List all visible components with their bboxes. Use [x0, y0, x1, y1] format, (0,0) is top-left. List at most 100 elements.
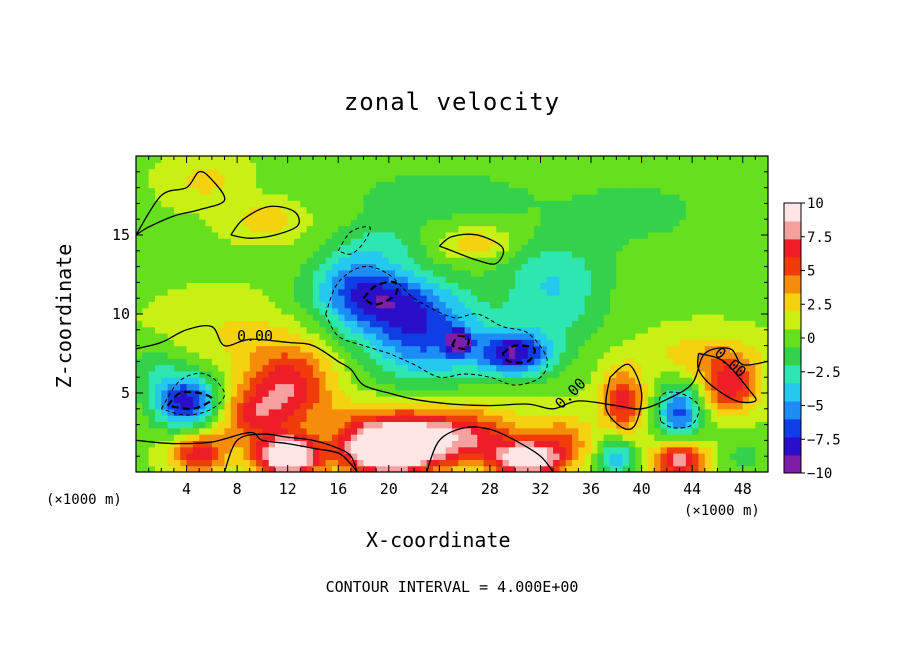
heatmap-cell — [445, 320, 453, 328]
heatmap-cell — [742, 332, 750, 340]
heatmap-cell — [761, 377, 768, 385]
heatmap-cell — [287, 187, 295, 195]
heatmap-cell — [357, 370, 365, 378]
heatmap-cell — [578, 225, 586, 233]
heatmap-cell — [540, 465, 548, 472]
heatmap-cell — [192, 181, 200, 189]
heatmap-cell — [433, 168, 440, 176]
contour-interval-note: CONTOUR INTERVAL = 4.000E+00 — [325, 578, 579, 596]
heatmap-cell — [521, 314, 529, 321]
heatmap-cell — [426, 465, 434, 472]
heatmap-cell — [616, 396, 624, 404]
heatmap-cell — [433, 434, 440, 441]
heatmap-cell — [628, 434, 636, 441]
heatmap-cell — [565, 389, 573, 397]
heatmap-cell — [369, 332, 377, 340]
heatmap-cell — [167, 174, 175, 182]
heatmap-cell — [325, 200, 333, 208]
heatmap-cell — [458, 459, 466, 467]
heatmap-cell — [433, 206, 440, 214]
heatmap-cell — [243, 446, 251, 454]
heatmap-cell — [237, 231, 245, 239]
heatmap-cell — [186, 332, 194, 340]
heatmap-cell — [167, 231, 175, 239]
heatmap-cell — [275, 358, 282, 366]
heatmap-cell — [331, 434, 339, 441]
heatmap-cell — [565, 421, 573, 429]
heatmap-cell — [597, 181, 605, 189]
heatmap-cell — [275, 307, 282, 315]
heatmap-cell — [489, 453, 497, 460]
heatmap-cell — [306, 156, 314, 163]
heatmap-cell — [559, 453, 567, 460]
heatmap-cell — [761, 282, 768, 290]
heatmap-cell — [489, 301, 497, 309]
heatmap-cell — [420, 408, 428, 416]
heatmap-cell — [300, 156, 308, 163]
heatmap-cell — [641, 364, 649, 372]
heatmap-cell — [376, 181, 384, 189]
heatmap-cell — [679, 408, 687, 416]
heatmap-cell — [237, 206, 245, 214]
heatmap-cell — [559, 434, 567, 441]
heatmap-cell — [275, 181, 282, 189]
heatmap-cell — [369, 339, 377, 347]
heatmap-cell — [515, 396, 523, 404]
heatmap-cell — [344, 459, 352, 467]
heatmap-cell — [622, 383, 630, 391]
heatmap-cell — [654, 231, 662, 239]
heatmap-cell — [578, 168, 586, 176]
heatmap-cell — [407, 187, 415, 195]
heatmap-cell — [540, 345, 548, 353]
heatmap-cell — [344, 364, 352, 372]
heatmap-cell — [464, 288, 472, 296]
heatmap-cell — [407, 408, 415, 416]
heatmap-cell — [673, 402, 681, 410]
heatmap-cell — [445, 459, 453, 467]
heatmap-cell — [414, 326, 421, 334]
heatmap-cell — [167, 427, 175, 435]
heatmap-cell — [262, 421, 270, 429]
heatmap-cell — [755, 351, 763, 359]
heatmap-cell — [230, 446, 238, 454]
heatmap-cell — [395, 231, 403, 239]
heatmap-cell — [742, 288, 750, 296]
heatmap-cell — [559, 377, 567, 385]
heatmap-cell — [704, 174, 712, 182]
heatmap-cell — [698, 181, 706, 189]
heatmap-cell — [616, 219, 624, 227]
heatmap-cell — [622, 421, 630, 429]
heatmap-cell — [483, 225, 491, 233]
heatmap-cell — [161, 358, 169, 366]
heatmap-cell — [243, 307, 251, 315]
heatmap-cell — [148, 402, 156, 410]
heatmap-cell — [546, 162, 554, 170]
heatmap-cell — [496, 453, 504, 460]
heatmap-cell — [382, 307, 390, 315]
heatmap-cell — [357, 156, 365, 163]
heatmap-cell — [572, 162, 579, 170]
heatmap-cell — [142, 212, 150, 220]
heatmap-cell — [369, 238, 377, 246]
heatmap-cell — [622, 427, 630, 435]
heatmap-cell — [262, 193, 270, 201]
heatmap-cell — [161, 181, 169, 189]
heatmap-cell — [508, 364, 516, 372]
heatmap-cell — [167, 408, 175, 416]
heatmap-cell — [730, 326, 737, 334]
heatmap-cell — [319, 383, 327, 391]
heatmap-cell — [154, 181, 162, 189]
heatmap-cell — [679, 162, 687, 170]
heatmap-cell — [452, 206, 459, 214]
heatmap-cell — [237, 389, 245, 397]
heatmap-cell — [300, 307, 308, 315]
heatmap-cell — [628, 453, 636, 460]
heatmap-cell — [698, 200, 706, 208]
heatmap-cell — [294, 320, 301, 328]
heatmap-cell — [546, 421, 554, 429]
heatmap-cell — [515, 320, 523, 328]
heatmap-cell — [742, 434, 750, 441]
heatmap-cell — [553, 364, 561, 372]
heatmap-cell — [685, 465, 693, 472]
heatmap-cell — [647, 370, 655, 378]
